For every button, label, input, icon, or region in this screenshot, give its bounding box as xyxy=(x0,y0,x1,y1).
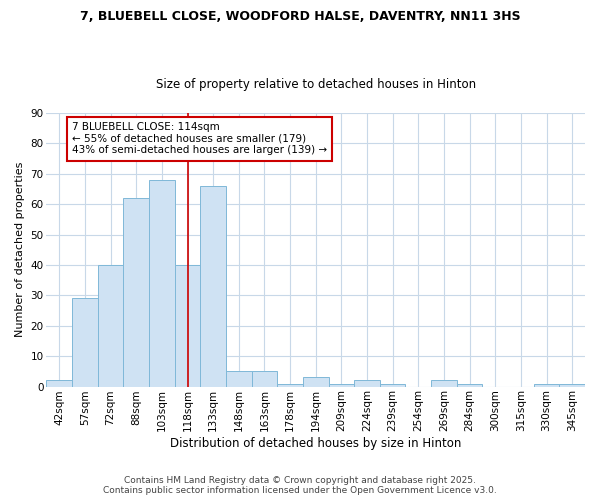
Y-axis label: Number of detached properties: Number of detached properties xyxy=(15,162,25,338)
Text: 7 BLUEBELL CLOSE: 114sqm
← 55% of detached houses are smaller (179)
43% of semi-: 7 BLUEBELL CLOSE: 114sqm ← 55% of detach… xyxy=(72,122,327,156)
Bar xyxy=(98,265,124,386)
Bar xyxy=(431,380,457,386)
Bar xyxy=(277,384,303,386)
Bar xyxy=(251,372,277,386)
Bar xyxy=(303,378,329,386)
Bar xyxy=(380,384,406,386)
Bar xyxy=(534,384,559,386)
Bar xyxy=(46,380,72,386)
Bar xyxy=(457,384,482,386)
Bar xyxy=(226,372,251,386)
Text: Contains HM Land Registry data © Crown copyright and database right 2025.
Contai: Contains HM Land Registry data © Crown c… xyxy=(103,476,497,495)
Bar xyxy=(354,380,380,386)
Title: Size of property relative to detached houses in Hinton: Size of property relative to detached ho… xyxy=(155,78,476,91)
Bar xyxy=(124,198,149,386)
Bar xyxy=(329,384,354,386)
Text: 7, BLUEBELL CLOSE, WOODFORD HALSE, DAVENTRY, NN11 3HS: 7, BLUEBELL CLOSE, WOODFORD HALSE, DAVEN… xyxy=(80,10,520,23)
Bar xyxy=(149,180,175,386)
Bar xyxy=(559,384,585,386)
Bar xyxy=(72,298,98,386)
Bar xyxy=(200,186,226,386)
Bar xyxy=(175,265,200,386)
X-axis label: Distribution of detached houses by size in Hinton: Distribution of detached houses by size … xyxy=(170,437,461,450)
